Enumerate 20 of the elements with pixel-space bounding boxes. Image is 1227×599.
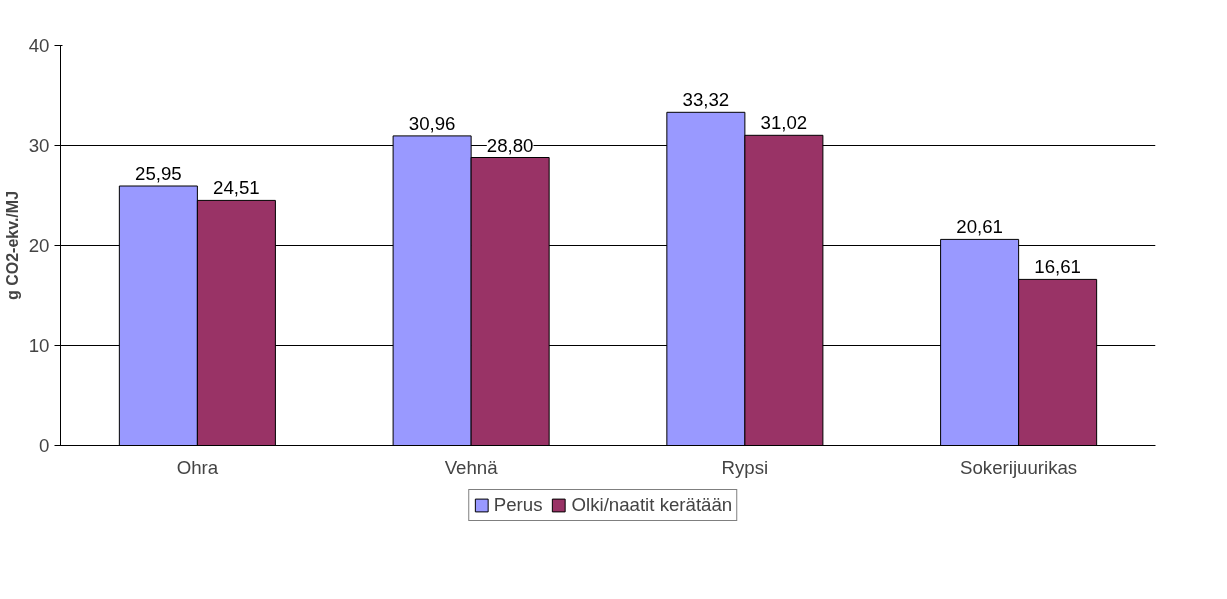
legend-label: Olki/naatit kerätään (571, 494, 733, 516)
x-tick-label: Ohra (176, 456, 219, 478)
y-tick-label: 0 (39, 435, 50, 456)
data-label: 31,02 (760, 112, 808, 134)
y-tick-label: 30 (28, 135, 50, 156)
legend-label: Perus (493, 494, 543, 516)
data-label: 28,80 (486, 134, 534, 156)
data-label: 20,61 (956, 216, 1003, 238)
y-axis-title: g CO2-ekv./MJ (3, 190, 21, 301)
y-tick-label: 10 (28, 335, 50, 356)
data-label: 24,51 (213, 177, 260, 199)
y-tick-label: 20 (28, 235, 50, 256)
y-tick-label: 40 (28, 35, 50, 56)
x-tick-label: Rypsi (721, 456, 769, 478)
x-tick-label: Vehnä (444, 456, 499, 478)
x-tick-label: Sokerijuurikas (960, 456, 1078, 478)
data-label: 33,32 (682, 89, 730, 111)
data-label: 16,61 (1034, 256, 1081, 278)
data-label: 25,95 (135, 163, 182, 184)
data-label: 30,96 (408, 112, 456, 134)
